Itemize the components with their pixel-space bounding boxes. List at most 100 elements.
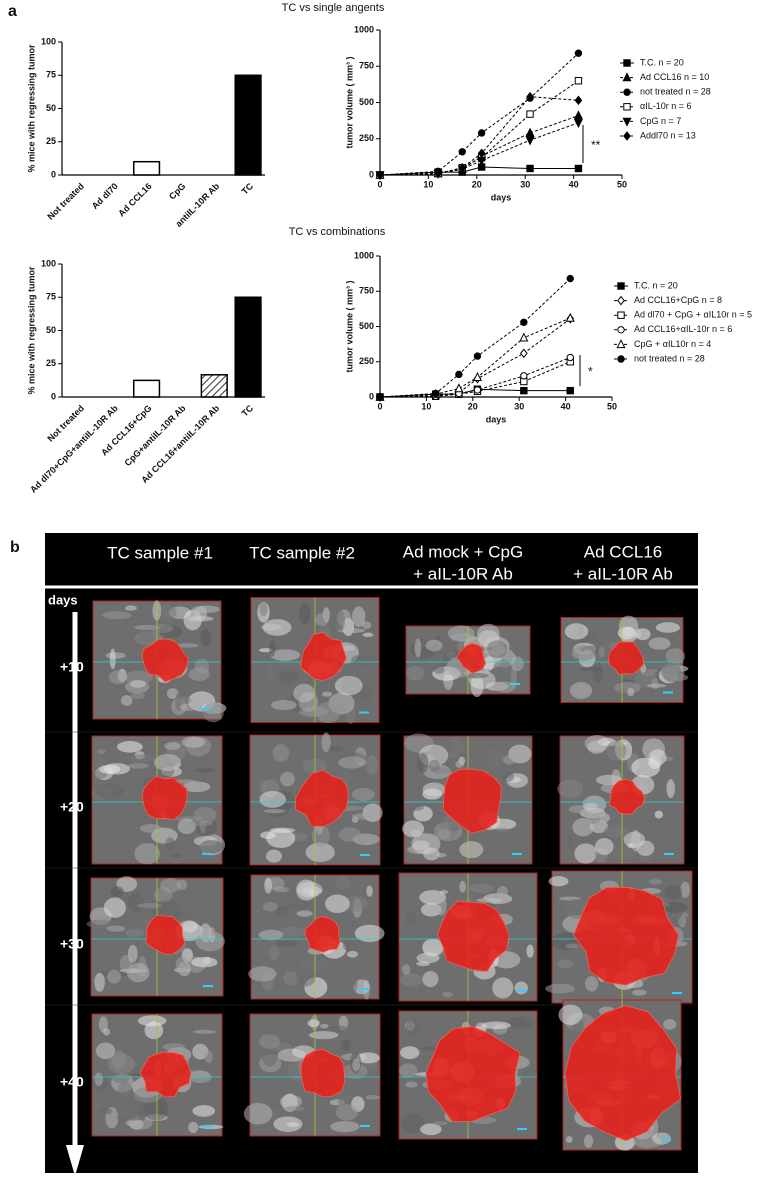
image-texture [262,902,278,912]
legend-label: αIL-10r n = 6 [640,101,691,111]
image-texture [405,911,416,927]
image-texture [94,1072,104,1087]
image-texture [606,740,627,761]
image-texture [501,772,514,782]
image-texture [442,991,454,998]
y-tick-label: 100 [41,36,56,46]
y-tick-label: 75 [46,70,56,80]
series-line [379,96,579,176]
y-tick-label: 750 [359,286,374,296]
image-texture [352,1058,361,1072]
image-texture [548,876,569,887]
image-texture [112,1050,127,1070]
legend-label: Ad dl70 + CpG + αIL10r n = 5 [634,310,752,320]
image-texture [284,1106,305,1112]
image-texture [568,805,588,813]
y-tick-label: 50 [46,325,56,335]
mri-image [91,1013,224,1137]
image-texture [125,928,145,938]
days-label: days [48,592,78,607]
mri-image [250,597,380,724]
image-texture [470,675,484,698]
y-tick-label: 0 [51,391,56,401]
image-texture [308,1031,339,1040]
image-texture [125,1119,139,1127]
marker [573,110,583,120]
image-texture [315,701,341,724]
series-line [379,357,571,398]
image-texture [646,683,666,688]
image-texture [279,1094,302,1109]
x-tick-label: Ad CCL16 [116,181,153,218]
column-header: Ad CCL16 [584,542,662,561]
image-texture [86,919,115,929]
marker [565,312,575,322]
x-tick-label: 10 [421,401,431,411]
image-texture [492,659,513,681]
image-texture [328,1025,348,1033]
image-texture [106,925,126,932]
tumor-segmentation [145,915,186,955]
tumor-segmentation [456,642,487,674]
tumor-segmentation [294,769,349,828]
x-tick-label: 20 [468,401,478,411]
image-texture [134,843,161,865]
image-texture [154,753,182,772]
image-texture [182,781,211,793]
image-texture [618,687,628,702]
image-texture [592,661,603,683]
image-texture [150,623,174,634]
panel-label: a [8,3,17,20]
image-texture [416,752,429,774]
image-texture [124,670,154,685]
image-texture [176,879,188,891]
image-texture [422,782,446,797]
mri-image [402,733,533,865]
image-texture [181,736,206,748]
image-texture [258,929,284,941]
x-tick-label: TC [240,181,256,197]
image-texture [654,810,664,819]
x-tick-label: 0 [377,179,382,189]
image-texture [273,1116,303,1132]
mri-image [398,872,538,1002]
image-texture [259,790,286,808]
image-texture [321,732,331,753]
image-texture [344,978,357,987]
image-texture [319,1023,329,1029]
image-texture [103,1028,111,1036]
tumor-segmentation [304,915,341,953]
x-tick-label: CpG+antiIL-10R Ab [123,403,188,468]
image-texture [195,768,216,773]
y-tick-label: 50 [46,103,56,113]
tumor-segmentation [608,641,644,675]
marker [622,117,632,127]
image-texture [399,1063,418,1078]
marker [376,393,384,401]
image-texture [315,613,329,626]
image-texture [175,956,189,974]
image-texture [264,877,273,894]
marker [574,95,583,106]
y-tick-label: 25 [46,358,56,368]
image-texture [335,876,350,891]
tumor-segmentation [573,886,680,986]
image-texture [601,645,613,650]
image-texture [335,610,345,632]
image-texture [243,1102,273,1125]
marker [525,136,535,146]
image-texture [469,883,495,894]
image-texture [192,605,220,613]
image-texture [288,899,312,910]
image-texture [433,664,445,674]
image-texture [666,779,676,799]
image-texture [143,1098,169,1121]
image-texture [649,878,662,885]
image-texture [405,1081,418,1088]
image-texture [583,1134,594,1149]
bar [132,379,161,398]
marker [617,326,625,334]
mri-image [545,870,693,1004]
image-texture [678,916,687,928]
image-texture [582,795,607,814]
